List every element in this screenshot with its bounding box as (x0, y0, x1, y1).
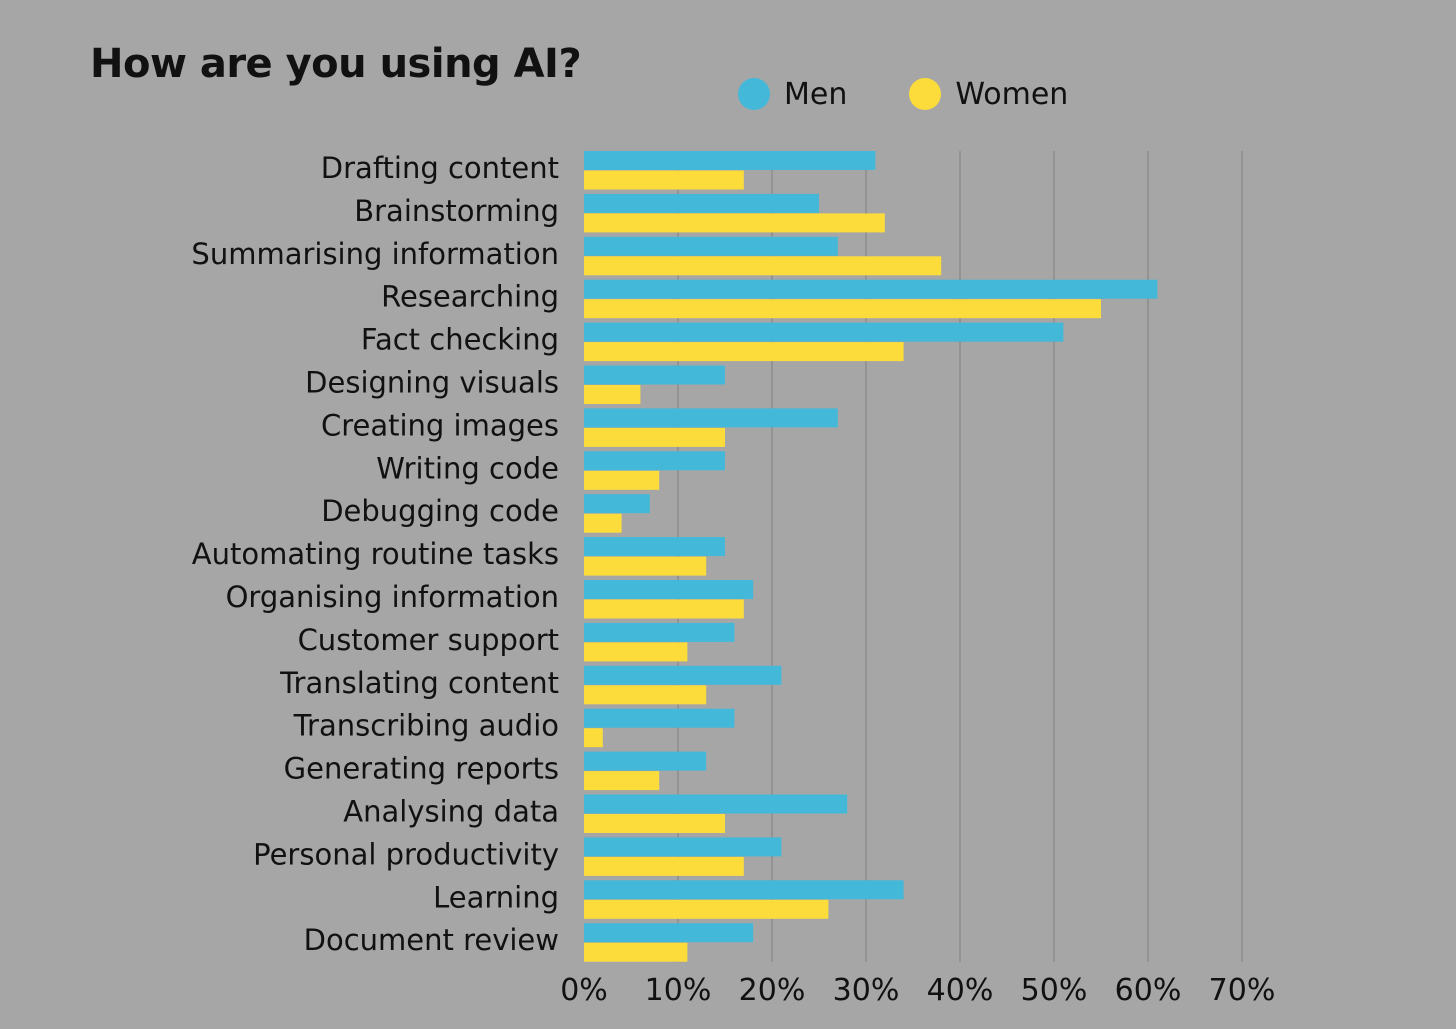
bar-men-16 (584, 837, 782, 857)
category-label: Summarising information (191, 237, 559, 271)
bar-men-13 (584, 708, 735, 728)
bar-men-12 (584, 665, 782, 685)
category-label: Personal productivity (253, 837, 559, 871)
bar-men-1 (584, 193, 819, 213)
x-tick-label: 0% (560, 973, 608, 1008)
x-tick-label: 30% (833, 973, 900, 1008)
bar-women-1 (584, 213, 885, 233)
category-label: Analysing data (343, 795, 559, 829)
bar-women-18 (584, 942, 688, 962)
bar-men-9 (584, 537, 725, 557)
bar-men-10 (584, 580, 754, 599)
category-label: Brainstorming (354, 194, 559, 228)
bar-women-6 (584, 427, 725, 447)
category-label: Writing code (376, 451, 559, 485)
bar-men-4 (584, 322, 1064, 342)
bar-women-11 (584, 642, 688, 662)
bar-women-8 (584, 513, 622, 533)
legend-label-men: Men (784, 76, 848, 112)
legend: Men Women (738, 72, 1130, 116)
bar-men-17 (584, 880, 904, 900)
category-label: Creating images (321, 408, 559, 442)
category-label: Generating reports (284, 752, 559, 786)
legend-item-men: Men (738, 77, 847, 112)
bar-women-17 (584, 899, 829, 919)
category-label: Automating routine tasks (192, 537, 559, 571)
bar-men-14 (584, 751, 707, 771)
bar-men-5 (584, 365, 725, 385)
bar-men-11 (584, 622, 735, 642)
category-label: Transcribing audio (293, 709, 559, 743)
bar-women-2 (584, 256, 942, 276)
bar-women-12 (584, 685, 707, 705)
x-tick-label: 10% (645, 973, 712, 1008)
bar-women-7 (584, 470, 660, 490)
x-tick-label: 60% (1115, 973, 1182, 1008)
bar-men-6 (584, 408, 838, 428)
chart-title: How are you using AI? (90, 41, 582, 87)
bar-women-10 (584, 599, 744, 619)
category-label: Debugging code (321, 494, 559, 528)
bar-women-13 (584, 728, 603, 748)
category-label: Drafting content (321, 151, 559, 185)
bar-men-15 (584, 794, 848, 814)
bar-women-9 (584, 556, 707, 576)
bar-men-18 (584, 923, 754, 943)
legend-swatch-women (909, 78, 942, 110)
category-label: Researching (381, 280, 559, 314)
category-label: Organising information (226, 580, 559, 614)
category-label: Learning (433, 880, 559, 914)
bar-men-0 (584, 151, 876, 170)
x-tick-label: 20% (739, 973, 806, 1008)
bar-women-0 (584, 170, 744, 190)
legend-label-women: Women (955, 76, 1069, 112)
bar-women-14 (584, 771, 660, 791)
bar-women-5 (584, 385, 641, 404)
bar-men-7 (584, 451, 725, 471)
x-tick-label: 70% (1209, 973, 1276, 1008)
bar-men-2 (584, 236, 838, 256)
bar-women-3 (584, 299, 1101, 319)
bar-women-15 (584, 814, 725, 833)
bar-women-4 (584, 342, 904, 362)
x-tick-label: 40% (927, 973, 994, 1008)
bar-men-3 (584, 279, 1158, 299)
category-label: Fact checking (361, 323, 559, 357)
legend-swatch-men (738, 78, 770, 110)
bar-men-8 (584, 494, 650, 514)
category-label: Translating content (279, 666, 559, 700)
category-label: Designing visuals (305, 366, 559, 400)
legend-item-women: Women (909, 77, 1068, 112)
category-label: Customer support (298, 623, 559, 657)
x-tick-label: 50% (1021, 973, 1088, 1008)
bar-women-16 (584, 856, 744, 876)
category-label: Document review (304, 923, 559, 957)
